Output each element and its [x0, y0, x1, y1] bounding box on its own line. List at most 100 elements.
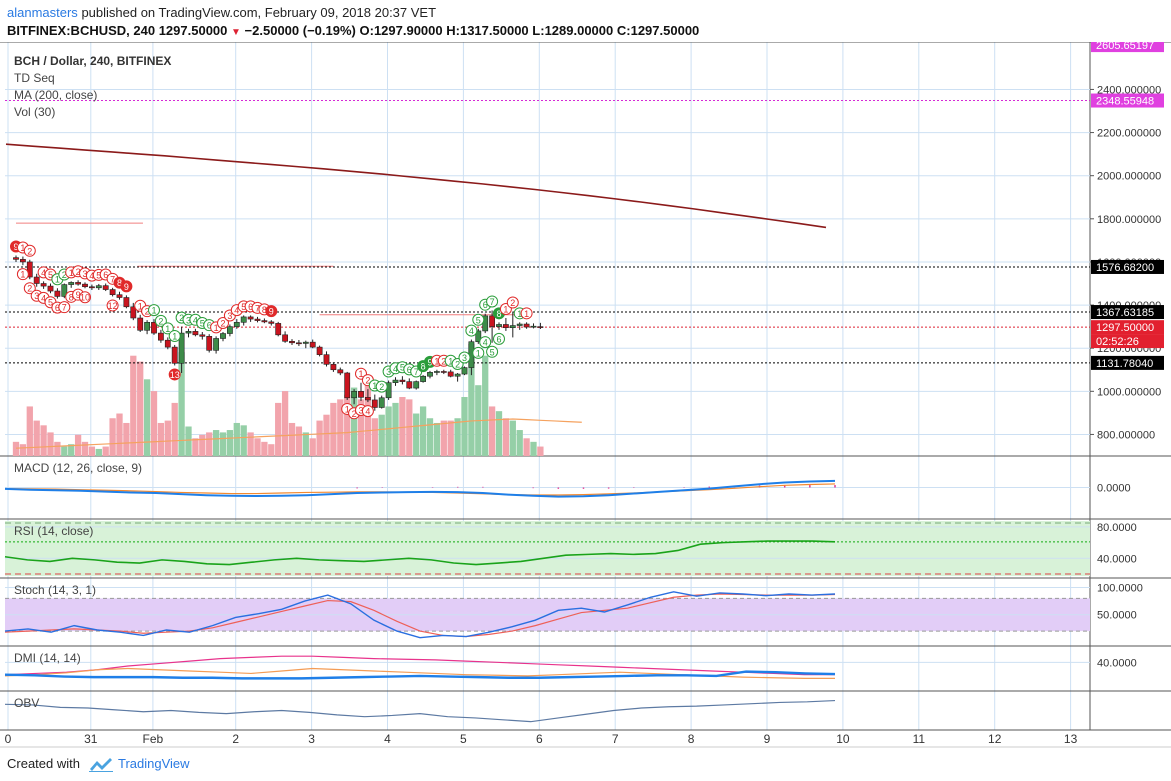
candle-body — [282, 334, 288, 342]
td-count-marker — [161, 322, 174, 335]
td-count-label: 1 — [524, 309, 529, 319]
candle-body — [475, 330, 482, 343]
td-count-marker — [106, 299, 119, 312]
candle-body — [427, 372, 433, 377]
volume-bar — [185, 426, 192, 456]
td-count-marker — [16, 268, 29, 281]
price-chart[interactable]: 0 31 Feb 2 3 4 5 6 7 8 9 10 11 12 13800.0000001000.000… — [0, 42, 1171, 748]
close-value: 1297.50000 — [630, 23, 700, 38]
candle-body — [89, 286, 95, 289]
candle-body — [240, 316, 247, 323]
volume-bar — [302, 432, 309, 456]
td-count-label: 8 — [117, 278, 122, 288]
td-count-label: 3 — [358, 406, 363, 416]
volume-bar — [378, 414, 385, 456]
price-level-tag-box — [1091, 355, 1164, 370]
td-count-label: 3 — [186, 315, 191, 325]
td-count-label: 6 — [496, 334, 501, 344]
td-count-label: 4 — [483, 338, 488, 348]
td-count-label: 1 — [358, 369, 363, 379]
volume-bar — [371, 418, 378, 456]
td-count-label: 1 — [20, 243, 25, 253]
x-tick-label: 10 — [836, 732, 850, 746]
td-count-marker — [148, 304, 160, 317]
candle-body — [275, 323, 282, 336]
td-count-marker — [479, 336, 492, 349]
td-count-label: 2 — [379, 382, 384, 392]
td-count-label: 1 — [151, 306, 156, 316]
candle-body — [351, 391, 357, 399]
price-tick-label: 800.000000 — [1097, 429, 1155, 441]
volume-bar — [171, 402, 178, 456]
candle-body — [144, 322, 150, 331]
td-count-marker — [168, 368, 181, 381]
price-tick-label: 1800.000000 — [1097, 214, 1161, 226]
volume-bar — [268, 444, 275, 456]
td-count-label: 1 — [372, 381, 377, 391]
price-tick-label: 2200.000000 — [1097, 128, 1161, 140]
volume-bar — [488, 406, 496, 456]
volume-bar — [130, 355, 137, 456]
candle-body — [406, 381, 413, 389]
td-count-label: 10 — [80, 293, 90, 303]
td-count-marker — [493, 332, 505, 345]
volume-bar — [206, 432, 213, 456]
footer: Created with TradingView — [0, 748, 1171, 781]
td-count-marker — [120, 280, 133, 293]
td-count-label: 6 — [483, 300, 488, 310]
candle-body — [54, 290, 61, 297]
volume-bar — [413, 413, 420, 456]
volume-bar — [88, 446, 96, 456]
x-tick-label: 12 — [988, 732, 1002, 746]
td-count-label: 4 — [89, 271, 94, 281]
tradingview-brand-link[interactable]: TradingView — [118, 756, 190, 771]
td-count-marker — [79, 291, 91, 304]
created-with-text: Created with — [7, 756, 80, 771]
td-count-label: 8 — [421, 362, 426, 372]
td-count-label: 6 — [207, 321, 212, 331]
candle-body — [358, 391, 364, 398]
td-count-label: 7 — [414, 367, 419, 377]
td-count-label: 9 — [427, 357, 432, 367]
td-count-marker — [361, 405, 374, 418]
username-link[interactable]: alanmasters — [7, 5, 78, 20]
study-legend-label: Vol (30) — [14, 105, 55, 119]
candle-body — [420, 375, 426, 382]
volume-bar — [81, 441, 89, 456]
td-count-label: 1 — [172, 331, 177, 341]
td-count-label: 1 — [345, 404, 350, 414]
td-count-label: 9 — [13, 242, 18, 252]
td-count-marker — [375, 380, 388, 393]
candle-body — [13, 257, 19, 260]
volume-bar — [350, 387, 358, 456]
volume-bar — [150, 391, 158, 456]
ma200-line — [5, 143, 827, 229]
volume-bar — [295, 426, 303, 456]
td-count-label: 8 — [496, 309, 501, 319]
candle-body — [440, 371, 447, 373]
publish-line: alanmasters published on TradingView.com… — [7, 5, 436, 20]
candle-body — [171, 346, 178, 364]
candle-body — [364, 397, 371, 401]
symbol-label: BITFINEX:BCHUSD, 240 — [7, 23, 156, 38]
volume-bar — [33, 420, 40, 456]
td-count-label: 12 — [108, 301, 118, 311]
volume-bar — [40, 425, 47, 456]
volume-bar — [178, 352, 185, 456]
td-count-label: 8 — [262, 305, 267, 315]
x-tick-label: 31 — [84, 732, 98, 746]
pane-label: RSI (14, close) — [14, 524, 93, 538]
td-count-label: 5 — [200, 319, 205, 329]
volume-bar — [137, 361, 144, 456]
candle-body — [206, 336, 213, 351]
volume-bar — [26, 406, 33, 456]
candle-body — [337, 369, 344, 374]
td-count-label: 2 — [352, 409, 357, 419]
candle-body — [75, 282, 81, 285]
candle-body — [399, 379, 406, 382]
volume-bar — [426, 418, 434, 456]
open-value: 1297.90000 — [373, 23, 443, 38]
candle-body — [192, 331, 199, 336]
chart-header: alanmasters published on TradingView.com… — [0, 0, 1171, 42]
low-label: L: — [532, 23, 545, 38]
